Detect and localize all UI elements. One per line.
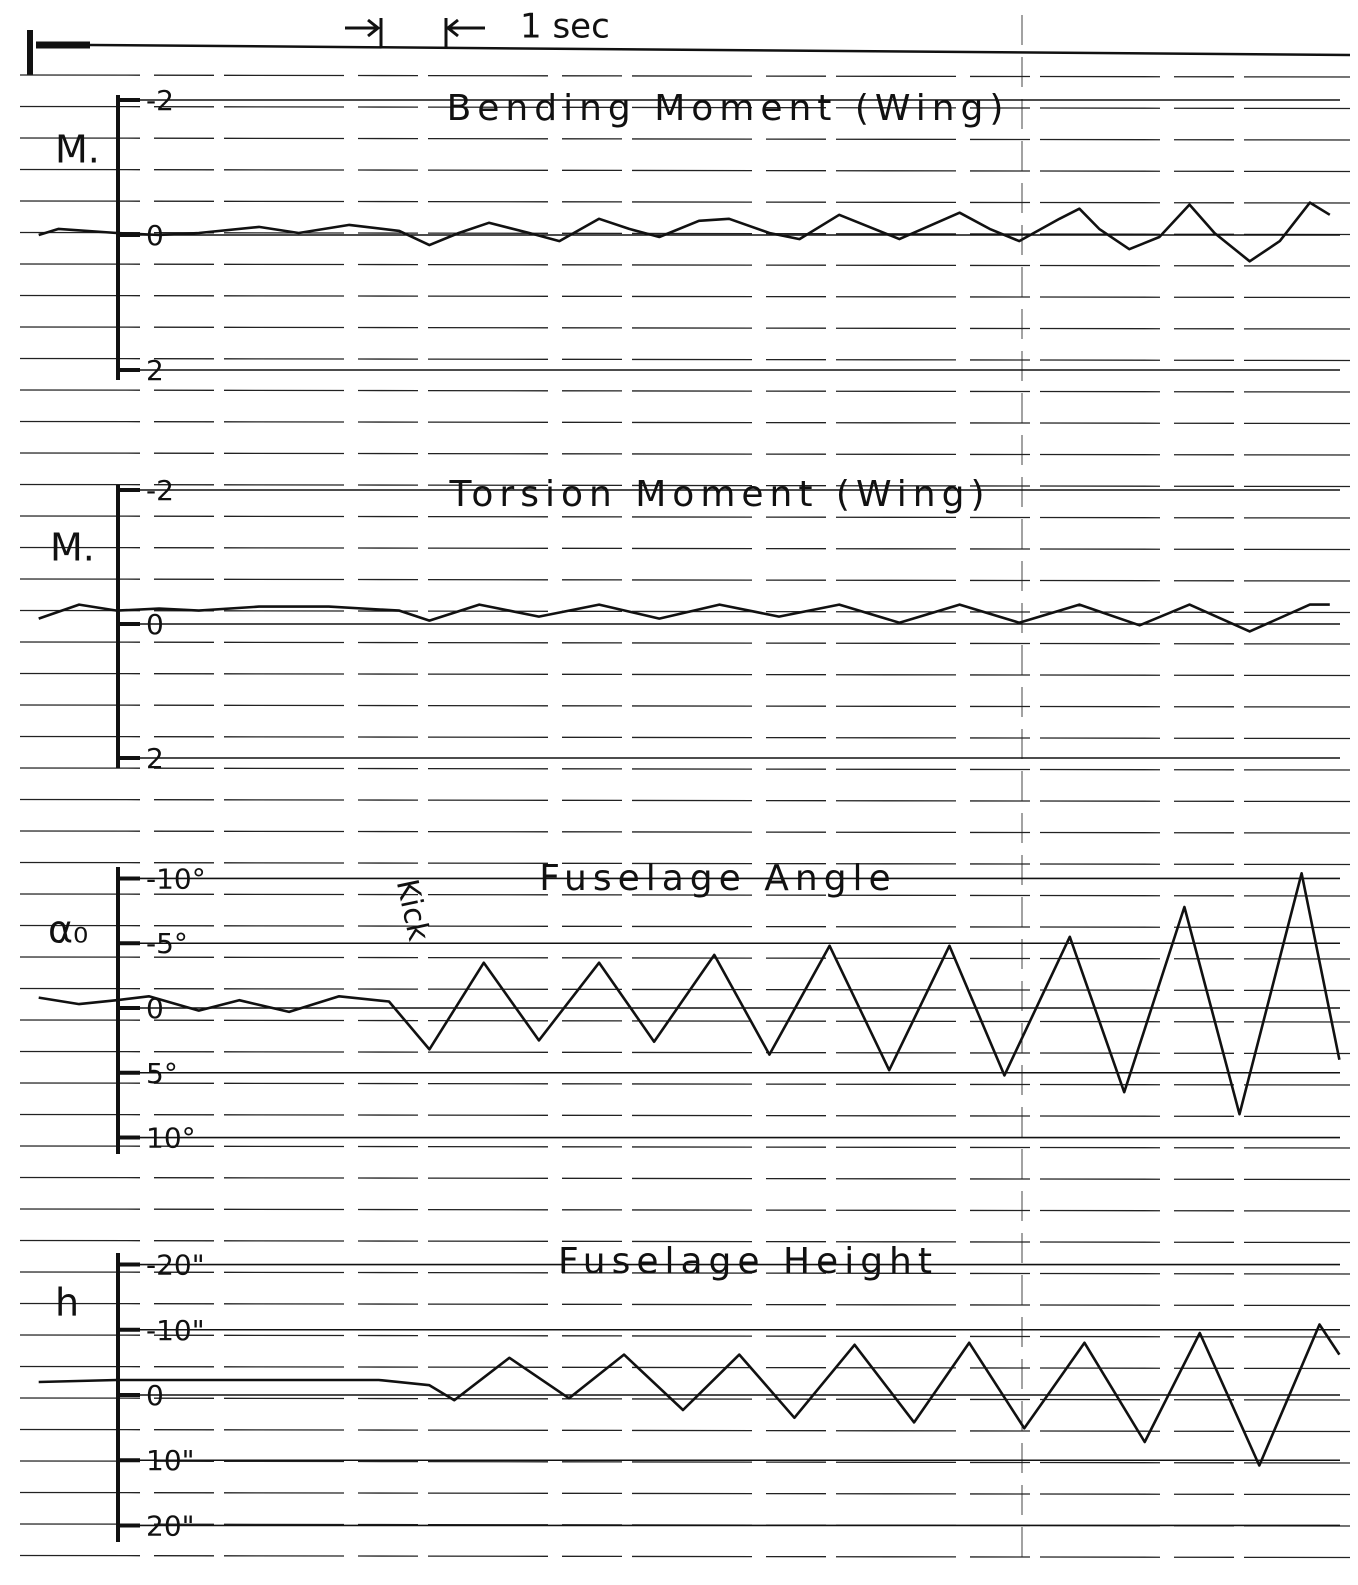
ruled-line: [19, 1365, 1351, 1370]
ruled-line: [19, 987, 1351, 992]
ruled-line: [19, 231, 1351, 236]
time-marker: 1 sec: [27, 7, 1351, 1560]
ruled-line: [19, 546, 1351, 551]
time-scale-label: 1 sec: [520, 7, 610, 47]
y-tick-label: -10°: [146, 862, 206, 895]
ruled-line: [19, 1145, 1351, 1149]
ruled-line: [19, 735, 1351, 740]
panel-title: Bending Moment (Wing): [447, 88, 1010, 129]
y-tick-label: 2: [146, 742, 164, 775]
y-tick-label: 20": [146, 1509, 195, 1542]
y-tick-label: 5°: [146, 1057, 178, 1090]
trace-line: [38, 1323, 1341, 1467]
ruled-line: [19, 200, 1351, 204]
ruled-line: [19, 798, 1351, 803]
ruled-line: [19, 326, 1351, 330]
ruled-line: [19, 1208, 1351, 1212]
ruled-line: [19, 1113, 1351, 1118]
ruled-line: [19, 1271, 1351, 1275]
trace-line: [38, 201, 1331, 263]
ruled-line: [19, 1428, 1351, 1433]
ruled-line: [19, 1050, 1351, 1055]
y-axis-label: h: [55, 1281, 79, 1325]
ruled-line: [19, 357, 1351, 362]
y-axis-label: M.: [55, 128, 100, 172]
panel-title: Fuselage Height: [558, 1241, 938, 1282]
annotation: Kick: [389, 876, 436, 944]
y-tick-label: 2: [146, 354, 164, 387]
ruled-line: [19, 105, 1351, 110]
ruled-line: [19, 74, 1351, 78]
ruled-line: [19, 294, 1351, 299]
ruled-line: [19, 861, 1351, 866]
ruled-line: [19, 1460, 1351, 1464]
ruled-line: [19, 830, 1351, 834]
y-tick-label: -20": [146, 1249, 205, 1282]
y-tick-label: 0: [146, 608, 164, 641]
ruled-line: [19, 1239, 1351, 1244]
panel-title: Torsion Moment (Wing): [449, 474, 991, 515]
y-tick-label: 10°: [146, 1122, 196, 1155]
ruled-line: [19, 483, 1351, 488]
ruled-line: [19, 137, 1351, 141]
y-tick-label: -5°: [146, 927, 188, 960]
ruled-line: [19, 956, 1351, 960]
ruled-line: [19, 389, 1351, 393]
y-tick-label: 10": [146, 1444, 195, 1477]
y-tick-label: -2: [146, 84, 174, 117]
ruled-line: [19, 893, 1351, 897]
ruled-line: [19, 578, 1351, 582]
trace-line: [38, 872, 1341, 1116]
ruled-line: [19, 1302, 1351, 1307]
y-tick-label: -2: [146, 474, 174, 507]
ruled-line: [19, 452, 1351, 456]
ruled-line: [19, 168, 1351, 173]
ruled-line: [19, 1019, 1351, 1023]
ruled-line: [19, 704, 1351, 708]
ruled-line: [19, 767, 1351, 771]
ruled-line: [19, 420, 1351, 425]
ruled-line: [19, 1491, 1351, 1496]
ruled-line: [19, 641, 1351, 645]
ruled-line: [19, 515, 1351, 519]
ruled-line: [19, 1176, 1351, 1181]
y-axis-label: α₀: [48, 908, 88, 952]
y-tick-label: -10": [146, 1314, 205, 1347]
ruled-line: [19, 1334, 1351, 1338]
trace-line: [38, 603, 1330, 633]
ruled-line: [19, 1082, 1351, 1086]
ruled-line: [19, 672, 1351, 677]
ruled-line: [19, 263, 1351, 267]
y-axis-label: M.: [50, 526, 95, 570]
ruled-line: [19, 1397, 1351, 1401]
ruled-line: [19, 924, 1351, 929]
ruled-line: [19, 1554, 1351, 1559]
y-tick-label: 0: [146, 1379, 164, 1412]
